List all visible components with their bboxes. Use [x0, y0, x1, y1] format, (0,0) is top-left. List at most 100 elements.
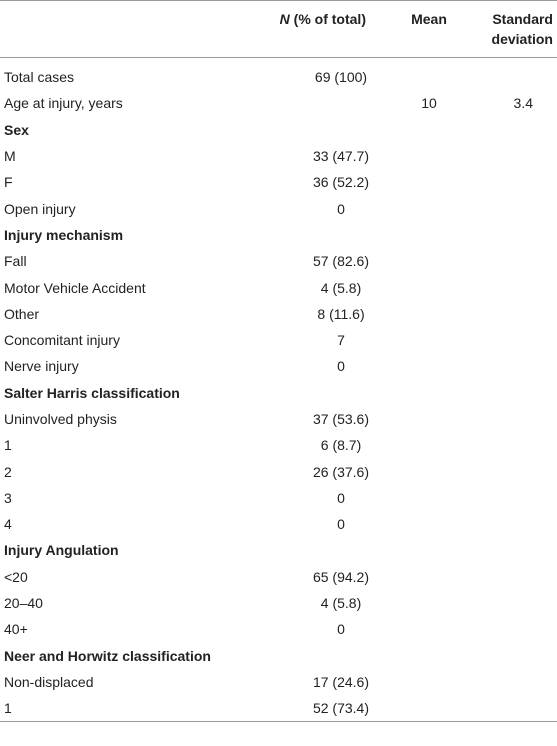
section-header-row: Injury Angulation: [0, 537, 557, 563]
row-mean-value: [386, 511, 472, 537]
row-n-value: 6 (8.7): [320, 437, 362, 454]
table-row: 20–40 4 (5.8): [0, 590, 557, 616]
row-sd-value: [472, 58, 557, 91]
table-body: Total cases 69 (100) Age at injury, years 1…: [0, 58, 557, 722]
row-n-value: [270, 90, 386, 116]
row-label: <20: [4, 568, 28, 585]
row-mean-value: [386, 564, 472, 590]
row-n-value: [270, 117, 386, 143]
row-mean-value: [386, 537, 472, 563]
row-sd-value: [472, 537, 557, 563]
data-table: N (% of total) Mean Standard deviation T…: [0, 0, 557, 722]
row-n-value: 52 (73.4): [312, 700, 370, 717]
header-sd-column: Standard deviation: [491, 11, 553, 47]
header-label-column: [0, 1, 270, 58]
row-label: Injury Angulation: [4, 542, 119, 559]
row-n-value: 0: [337, 516, 345, 533]
row-mean-value: [386, 458, 472, 484]
table-row: Uninvolved physis 37 (53.6): [0, 406, 557, 432]
row-mean-value: [386, 274, 472, 300]
row-n-value: 65 (94.2): [312, 568, 370, 585]
row-label: Open injury: [4, 200, 76, 217]
row-label: Age at injury, years: [4, 95, 123, 112]
row-mean-value: [386, 616, 472, 642]
row-sd-value: [472, 248, 557, 274]
row-mean-value: [386, 58, 472, 91]
row-mean-value: [386, 169, 472, 195]
row-sd-value: [472, 143, 557, 169]
row-label: Injury mechanism: [4, 226, 124, 243]
row-n-value: 0: [337, 358, 345, 375]
row-n-value: 8 (11.6): [317, 305, 365, 322]
row-n-value: 17 (24.6): [312, 673, 370, 690]
row-sd-value: [472, 117, 557, 143]
row-sd-value: 3.4: [513, 95, 533, 112]
row-mean-value: [386, 301, 472, 327]
row-mean-value: [386, 222, 472, 248]
row-label: 2: [4, 463, 12, 480]
section-header-row: Sex: [0, 117, 557, 143]
row-mean-value: [386, 327, 472, 353]
row-n-value: 26 (37.6): [312, 463, 370, 480]
row-label: 1: [4, 437, 12, 454]
row-n-value: 0: [337, 489, 345, 506]
table-row: F 36 (52.2): [0, 169, 557, 195]
section-header-row: Salter Harris classification: [0, 380, 557, 406]
table-row: Motor Vehicle Accident 4 (5.8): [0, 274, 557, 300]
row-label: Non-displaced: [4, 673, 94, 690]
row-n-value: 33 (47.7): [312, 148, 370, 165]
row-n-value: [270, 380, 386, 406]
table-row: 40+ 0: [0, 616, 557, 642]
row-sd-value: [472, 458, 557, 484]
row-sd-value: [472, 327, 557, 353]
table-row: M 33 (47.7): [0, 143, 557, 169]
row-mean-value: [386, 695, 472, 722]
row-n-value: 0: [337, 200, 345, 217]
row-label: F: [4, 174, 13, 191]
table-row: 1 52 (73.4): [0, 695, 557, 722]
row-sd-value: [472, 511, 557, 537]
table-row: 1 6 (8.7): [0, 432, 557, 458]
row-mean-value: [386, 485, 472, 511]
row-label: 20–40: [4, 595, 43, 612]
row-mean-value: [386, 353, 472, 379]
table-row: 2 26 (37.6): [0, 458, 557, 484]
table-row: Other 8 (11.6): [0, 301, 557, 327]
header-n-column: N (% of total): [270, 1, 386, 58]
row-sd-value: [472, 380, 557, 406]
table-row: Fall 57 (82.6): [0, 248, 557, 274]
row-sd-value: [472, 353, 557, 379]
header-mean-column: Mean: [411, 11, 447, 27]
row-n-value: [270, 643, 386, 669]
row-n-value: 57 (82.6): [312, 253, 370, 270]
table-row: Age at injury, years 10 3.4: [0, 90, 557, 116]
row-label: Sex: [4, 121, 29, 138]
section-header-row: Injury mechanism: [0, 222, 557, 248]
row-sd-value: [472, 643, 557, 669]
row-label: Neer and Horwitz classification: [4, 647, 211, 664]
row-sd-value: [472, 432, 557, 458]
row-n-value: [270, 222, 386, 248]
row-sd-value: [472, 195, 557, 221]
row-sd-value: [472, 695, 557, 722]
row-n-value: 7: [337, 332, 345, 349]
row-mean-value: [386, 195, 472, 221]
row-sd-value: [472, 301, 557, 327]
row-sd-value: [472, 590, 557, 616]
row-sd-value: [472, 669, 557, 695]
row-mean-value: [386, 143, 472, 169]
row-sd-value: [472, 222, 557, 248]
row-n-value: 69 (100): [314, 69, 368, 86]
row-mean-value: 10: [421, 95, 437, 112]
row-n-value: 36 (52.2): [312, 174, 370, 191]
row-label: 3: [4, 489, 12, 506]
table-row: <20 65 (94.2): [0, 564, 557, 590]
row-mean-value: [386, 380, 472, 406]
header-n-rest: (% of total): [289, 11, 366, 27]
row-mean-value: [386, 406, 472, 432]
row-mean-value: [386, 117, 472, 143]
row-sd-value: [472, 485, 557, 511]
row-mean-value: [386, 248, 472, 274]
